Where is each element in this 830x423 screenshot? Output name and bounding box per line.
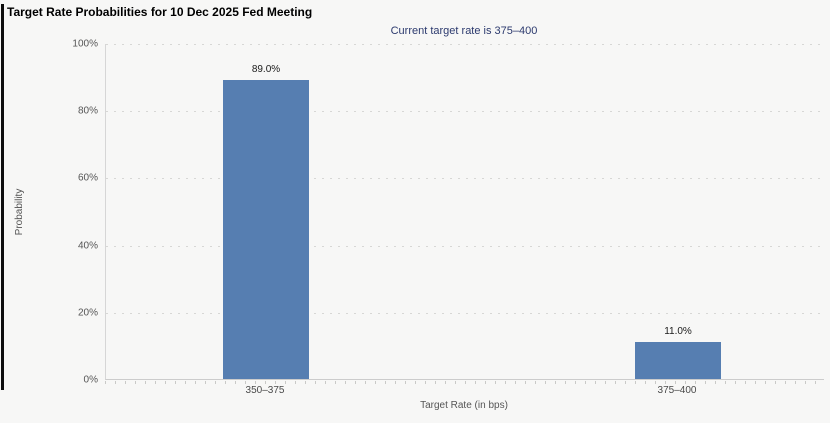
chart-title: Target Rate Probabilities for 10 Dec 202…	[7, 5, 313, 19]
x-category-label: 350–375	[245, 385, 285, 396]
gridline	[106, 245, 824, 247]
y-tick-label: 60%	[77, 172, 98, 184]
x-axis-title: Target Rate (in bps)	[420, 400, 508, 411]
x-axis-tick-labels: 350–375 375–400	[105, 385, 824, 399]
plot-area: 89.0% 11.0%	[105, 44, 824, 380]
left-edge-line	[1, 4, 4, 390]
probability-bar[interactable]	[223, 80, 309, 379]
probability-bar[interactable]	[635, 342, 721, 379]
y-tick-label: 100%	[72, 38, 98, 50]
y-tick-label: 20%	[77, 307, 98, 319]
gridline	[106, 178, 824, 180]
bar-value-label: 11.0%	[664, 326, 692, 337]
y-tick-label: 40%	[77, 240, 98, 252]
y-tick-label: 0%	[83, 374, 98, 386]
bar-value-label: 89.0%	[251, 64, 281, 75]
gridline	[106, 312, 824, 314]
x-axis-minor-ticks	[105, 381, 824, 384]
y-axis-tick-labels: 0% 20% 40% 60% 80% 100%	[0, 39, 98, 386]
gridline	[106, 44, 824, 45]
y-tick-label: 80%	[77, 105, 98, 117]
x-category-label: 375–400	[657, 385, 697, 396]
chart-subtitle: Current target rate is 375–400	[390, 25, 538, 37]
gridline	[106, 111, 824, 113]
y-axis-title: Probability	[14, 188, 25, 236]
